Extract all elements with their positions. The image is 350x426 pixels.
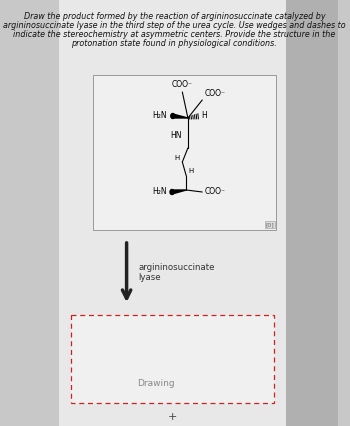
- Text: indicate the stereochemistry at asymmetric centers. Provide the structure in the: indicate the stereochemistry at asymmetr…: [13, 30, 336, 39]
- Circle shape: [170, 190, 174, 195]
- Text: +: +: [168, 412, 177, 422]
- Circle shape: [171, 113, 175, 118]
- Text: H: H: [202, 112, 207, 121]
- Text: COO⁻: COO⁻: [172, 80, 193, 89]
- Text: HN: HN: [170, 130, 182, 139]
- Polygon shape: [173, 114, 188, 118]
- Text: H₂N: H₂N: [153, 112, 167, 121]
- Text: argininosuccinate lyase in the third step of the urea cycle. Use wedges and dash: argininosuccinate lyase in the third ste…: [3, 21, 346, 30]
- Text: protonation state found in physiological conditions.: protonation state found in physiological…: [71, 39, 277, 48]
- Text: COO⁻: COO⁻: [205, 89, 226, 98]
- Bar: [93, 75, 276, 230]
- Text: argininosuccinate: argininosuccinate: [139, 263, 215, 272]
- Polygon shape: [172, 190, 186, 194]
- Bar: [286, 0, 337, 426]
- Bar: [71, 315, 274, 403]
- Text: lyase: lyase: [139, 273, 161, 282]
- Text: Drawing: Drawing: [137, 379, 175, 388]
- Text: H: H: [188, 168, 193, 174]
- Text: [0]: [0]: [266, 222, 275, 227]
- Text: H₂N: H₂N: [152, 187, 166, 196]
- Bar: [59, 0, 286, 426]
- Text: Draw the product formed by the reaction of argininosuccinate catalyzed by: Draw the product formed by the reaction …: [23, 12, 325, 21]
- Text: COO⁻: COO⁻: [205, 187, 226, 196]
- Text: H: H: [175, 155, 180, 161]
